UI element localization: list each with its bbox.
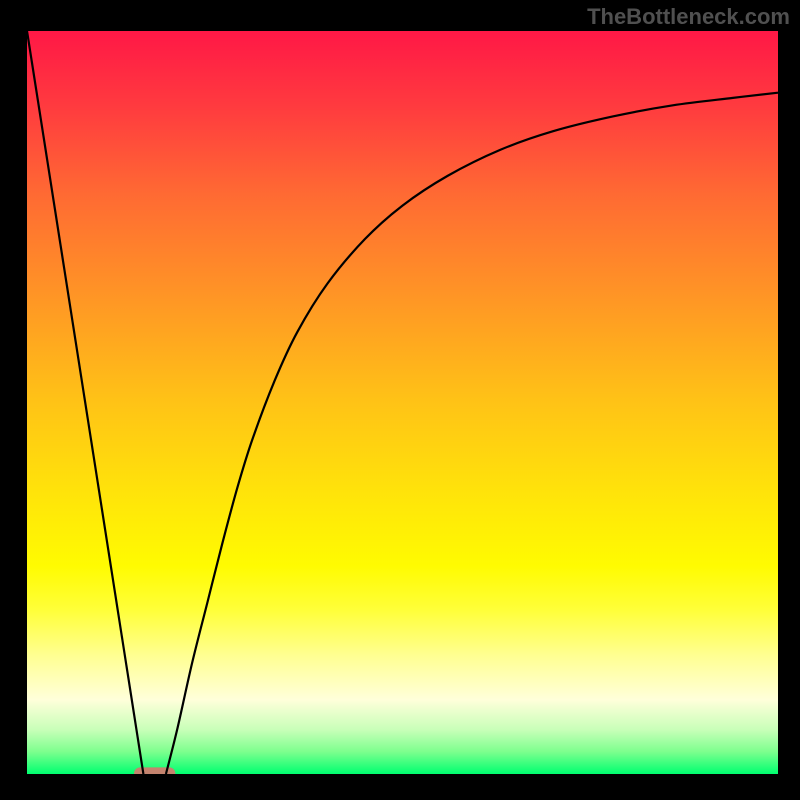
plot-area [27, 31, 778, 774]
bottleneck-marker [134, 767, 175, 774]
watermark-text: TheBottleneck.com [587, 4, 790, 30]
plot-svg [27, 31, 778, 774]
gradient-background [27, 31, 778, 774]
chart-container: TheBottleneck.com [0, 0, 800, 800]
